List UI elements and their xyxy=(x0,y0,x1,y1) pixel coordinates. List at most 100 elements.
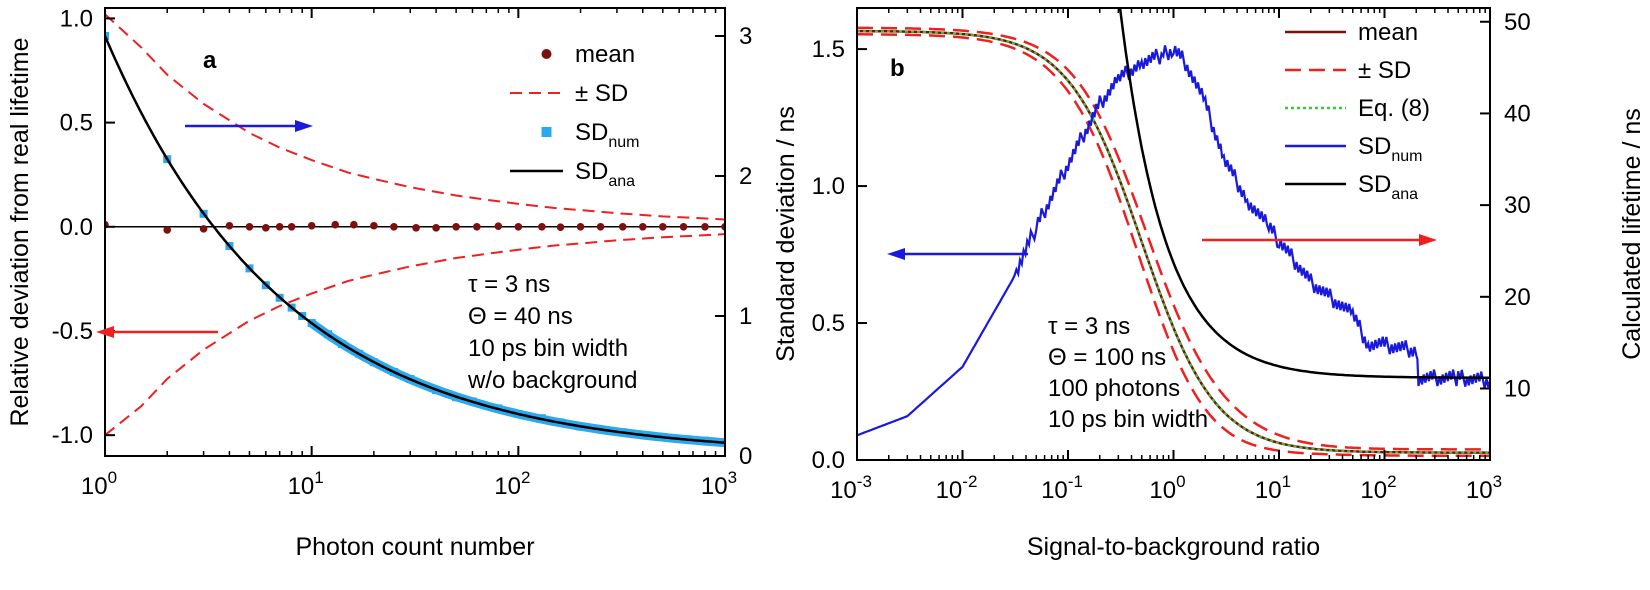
x-axis-title: Photon count number xyxy=(295,533,534,561)
series-sdana xyxy=(105,35,725,444)
legend-label: mean xyxy=(575,41,635,68)
panel-b: 10-3 10-2 10-1 100 101 102 103 1.5 1.0 0.5 0.0 50 40… xyxy=(772,7,1646,561)
y-left-tick-label: 0.0 xyxy=(60,214,93,241)
annotation-line: τ = 3 ns xyxy=(1048,313,1130,340)
panel-label: b xyxy=(890,55,905,82)
y-left-tick-label: 1.0 xyxy=(812,173,845,200)
mean-point xyxy=(701,222,709,231)
annotation-line: 10 ps bin width xyxy=(1048,406,1208,433)
legend-label: ± SD xyxy=(1358,57,1411,84)
annotation-line: 10 ps bin width xyxy=(468,335,628,362)
mean-point xyxy=(262,224,270,232)
legend-label: SDnum xyxy=(575,119,639,151)
mean-point xyxy=(331,220,340,229)
y-left-tick-label: 1.5 xyxy=(812,36,845,63)
arrow-left-left xyxy=(887,248,1028,260)
mean-point xyxy=(370,221,378,230)
plot-frame xyxy=(104,7,726,457)
legend-label: SDana xyxy=(1358,171,1418,203)
legend-marker xyxy=(541,49,552,59)
arrow-right-right-head xyxy=(1419,234,1437,246)
arrow-left-left-head xyxy=(96,326,114,338)
y-right-axis-title: Calculated lifetime / ns xyxy=(1618,108,1646,360)
mean-point xyxy=(618,222,627,231)
legend-label: ± SD xyxy=(575,80,628,107)
plot-area-a xyxy=(105,13,725,448)
mean-point xyxy=(390,222,398,231)
x-tick-label: 10-1 xyxy=(1041,472,1083,504)
mean-point xyxy=(412,224,420,232)
mean-point xyxy=(307,221,316,230)
mean-point xyxy=(452,222,460,231)
annotation-line: Θ = 40 ns xyxy=(468,303,573,330)
sdnum-point xyxy=(105,32,109,40)
legend: mean ± SD Eq. (8) SDnum SDana xyxy=(1285,19,1430,203)
mean-point xyxy=(576,222,585,231)
x-tick-label: 10-3 xyxy=(830,472,872,504)
mean-point xyxy=(199,225,208,233)
mean-point xyxy=(275,222,284,231)
y-right-tick-label: 10 xyxy=(1504,375,1531,402)
panel-label: a xyxy=(203,47,217,74)
x-tick-label: 102 xyxy=(494,468,530,500)
x-tick-label: 101 xyxy=(1255,472,1291,504)
annotation-line: Θ = 100 ns xyxy=(1048,344,1166,371)
mean-point xyxy=(596,222,605,231)
x-tick-label: 103 xyxy=(701,468,737,500)
x-tick-label: 103 xyxy=(1466,472,1502,504)
series-sdnum xyxy=(857,45,1490,437)
legend-key xyxy=(541,127,552,137)
y-right-tick-label: 30 xyxy=(1504,192,1531,219)
arrow-left-left xyxy=(96,326,218,338)
mean-point xyxy=(473,222,481,231)
annotation-block: τ = 3 ns Θ = 40 ns 10 ps bin width w/o back… xyxy=(467,271,637,394)
mean-point xyxy=(679,222,688,231)
y-right-tick-label: 50 xyxy=(1504,9,1531,36)
mean-point xyxy=(163,226,172,234)
legend-label: SDnum xyxy=(1358,133,1422,165)
series-mean xyxy=(105,220,725,234)
y-left-tick-label: 0.5 xyxy=(812,310,845,337)
arrow-left-left-head xyxy=(887,248,905,260)
legend-marker xyxy=(541,127,552,137)
arrow-right-right xyxy=(185,120,313,132)
y-left-tick-label: -1.0 xyxy=(52,422,93,449)
y-left-tick-label: -0.5 xyxy=(52,318,93,345)
x-tick-label: 100 xyxy=(81,468,117,500)
y-right-tick-label: 40 xyxy=(1504,100,1531,127)
y-left-tick-label: 0.0 xyxy=(812,447,845,474)
panel-a: 100 101 102 103 1.0 0.5 0.0 -0.5 -1.0 3 2 1 0 Photon … xyxy=(6,5,752,561)
mean-point xyxy=(638,222,647,231)
x-axis-title: Signal-to-background ratio xyxy=(1027,533,1320,561)
annotation-line: w/o background xyxy=(467,367,637,394)
y-right-tick-label: 1 xyxy=(739,303,752,330)
y-right-tick-label: 2 xyxy=(739,163,752,190)
series--sd xyxy=(857,26,1490,451)
y-left-tick-label: 0.5 xyxy=(60,110,93,137)
arrow-right-right xyxy=(1202,234,1437,246)
mean-point xyxy=(245,222,254,231)
y-left-axis-title: Relative deviation from real lifetime xyxy=(6,37,34,426)
y-right-tick-label: 20 xyxy=(1504,284,1531,311)
y-left-axis-title: Standard deviation / ns xyxy=(772,106,800,362)
annotation-block: τ = 3 ns Θ = 100 ns 100 photons 10 ps bin w… xyxy=(1048,313,1208,433)
series--sd xyxy=(105,233,725,436)
x-tick-label: 101 xyxy=(288,468,324,500)
legend: mean ± SD SDnum SDana xyxy=(510,41,639,190)
mean-point xyxy=(432,224,440,232)
legend-label: Eq. (8) xyxy=(1358,95,1430,122)
y-right-tick-label: 3 xyxy=(739,23,752,50)
mean-point xyxy=(225,221,234,230)
series--sd xyxy=(105,13,725,221)
annotation-line: 100 photons xyxy=(1048,375,1180,402)
series-sdana xyxy=(1118,8,1490,379)
legend-label: SDana xyxy=(575,158,635,190)
y-left-tick-label: 1.0 xyxy=(60,5,93,32)
legend-key xyxy=(541,49,552,59)
y-right-tick-label: 0 xyxy=(739,443,752,470)
x-tick-label: 10-2 xyxy=(936,472,978,504)
x-tick-label: 100 xyxy=(1149,472,1185,504)
mean-point xyxy=(556,223,565,232)
arrow-right-right-head xyxy=(295,120,313,132)
